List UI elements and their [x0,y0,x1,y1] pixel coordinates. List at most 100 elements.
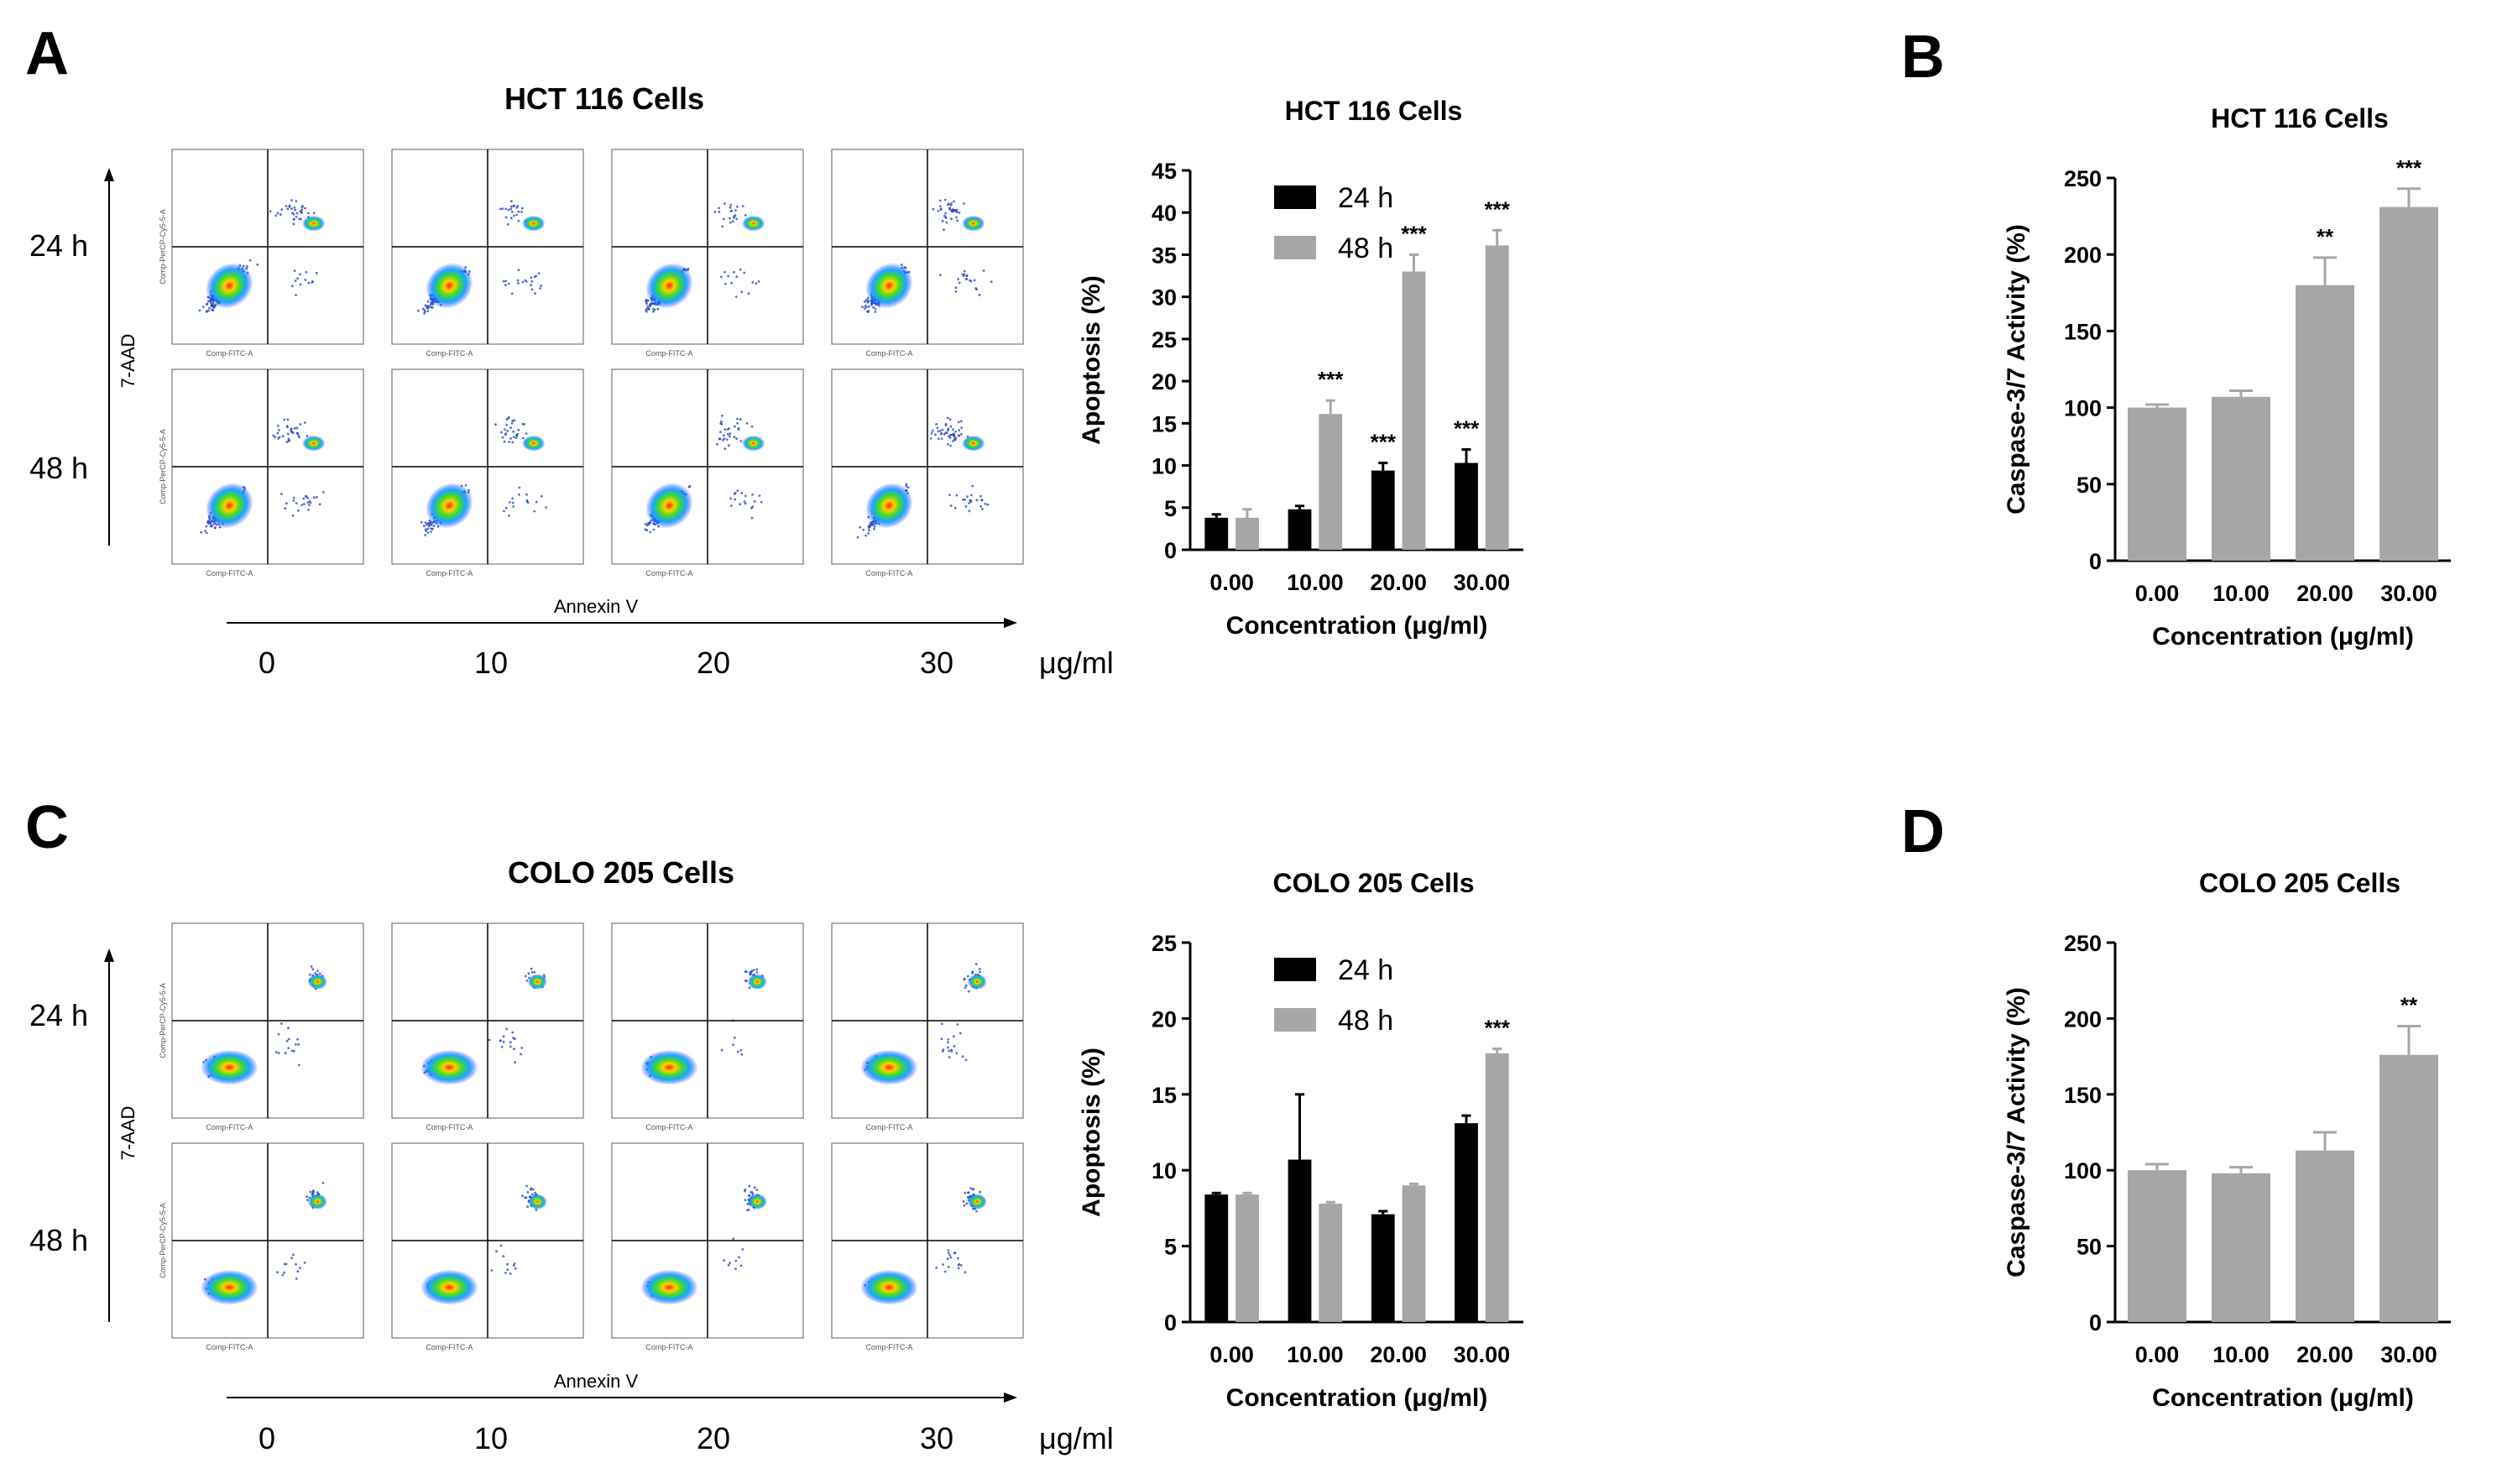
flow-event [307,281,311,285]
flow-event [939,205,942,208]
flow-event [504,428,506,431]
flow-event [508,501,511,504]
flow-event [290,199,293,202]
flow-event [730,504,733,507]
flow-event [525,499,529,503]
flow-event [966,975,969,978]
flow-event [506,1262,509,1266]
flow-event [296,277,299,280]
flow-event [290,207,293,211]
flow-event [730,209,733,212]
flow-event [280,1022,283,1025]
flow-event [284,1052,287,1055]
flow-event [245,264,248,268]
flow-event [518,493,520,496]
flow-event [724,447,727,451]
x-tick-label: 20.00 [2296,1342,2353,1367]
flow-event [303,503,306,505]
flow-event [502,1035,505,1038]
significance-label: *** [1485,1016,1511,1041]
flow-event [947,1041,949,1043]
flow-plot-grid-c: Comp-FITC-AComp-PerCP-Cy5-5-AComp-FITC-A… [159,922,1024,1351]
flow-plot: Comp-FITC-A [831,922,1024,1131]
flow-density-core [201,1049,259,1085]
flow-event [214,526,217,530]
flow-event [307,504,311,507]
row-label-c-24h: 24 h [29,998,88,1032]
flow-event [734,1267,737,1270]
flow-event [499,207,502,211]
y-axis-label: Caspase-3/7 Activity (%) [2003,224,2030,515]
flow-event [300,504,304,506]
flow-event [946,416,949,420]
flow-event [968,502,970,504]
flow-event [935,423,938,426]
flow-event [524,279,527,282]
flow-event [511,1031,515,1034]
flow-event [979,970,982,974]
flow-event [291,1253,295,1257]
flow-event [932,207,935,211]
flow-event [518,486,521,489]
flow-density-core [640,1269,698,1305]
flow-event [494,423,497,426]
flow-event [288,204,291,207]
y-tick-label: 0 [1164,1310,1177,1335]
dose-a-0: 0 [259,645,275,680]
flow-event [729,206,732,209]
flow-event [726,428,729,431]
flow-event [430,527,432,530]
flow-event [297,434,300,437]
x-tick-label: 0.00 [1209,570,1254,595]
chart-d-caspase: COLO 205 Cells 0 50 100 150 200 250 Caspase-3/7… [2003,868,2451,1412]
flow-event [290,431,294,433]
flow-event [645,309,647,311]
flow-event [530,288,534,291]
flow-event [934,433,937,436]
flow-density-spot [302,215,326,232]
flow-plot-xlabel: Comp-FITC-A [206,1343,253,1351]
flow-event [276,431,279,435]
flow-event [953,208,955,212]
flow-event [312,212,316,215]
dose-a-10: 10 [474,645,508,680]
flow-event [512,505,515,508]
flow-event [280,208,284,211]
flow-event [293,426,296,430]
x-tick-label: 10.00 [2212,581,2270,606]
flow-event [211,305,214,307]
flow-event [940,431,943,435]
significance-label: ** [2400,992,2418,1017]
flow-event [954,290,958,293]
flow-event [422,525,426,528]
x-axis-label-a: Annexin V [554,596,639,617]
flow-event [726,432,729,436]
flow-event [750,426,754,428]
flow-event [755,282,758,285]
flow-event [750,516,754,520]
flow-plot-ylabel: Comp-PerCP-Cy5-5-A [159,429,167,504]
y-tick-label: 15 [1152,411,1177,436]
flow-event [942,1263,944,1266]
flow-event [287,1047,290,1049]
flow-event [687,485,691,489]
flow-event [720,420,723,423]
flow-event [508,515,510,517]
flow-event [311,1189,315,1193]
flow-event [514,1267,517,1270]
flow-event [526,1205,529,1208]
flow-event [293,269,296,272]
significance-label: *** [1371,430,1397,455]
flow-density-spot [962,435,985,452]
flow-event [750,969,754,973]
bar [2212,1173,2270,1322]
legend-swatch [1274,1008,1316,1032]
flow-event [952,428,954,431]
significance-label: *** [1454,415,1480,441]
flow-event [503,440,506,443]
flow-event [735,437,738,441]
panel-letter-c: C [25,794,69,861]
flow-event [530,967,533,970]
flow-event [286,207,290,211]
significance-label: *** [2396,155,2422,180]
